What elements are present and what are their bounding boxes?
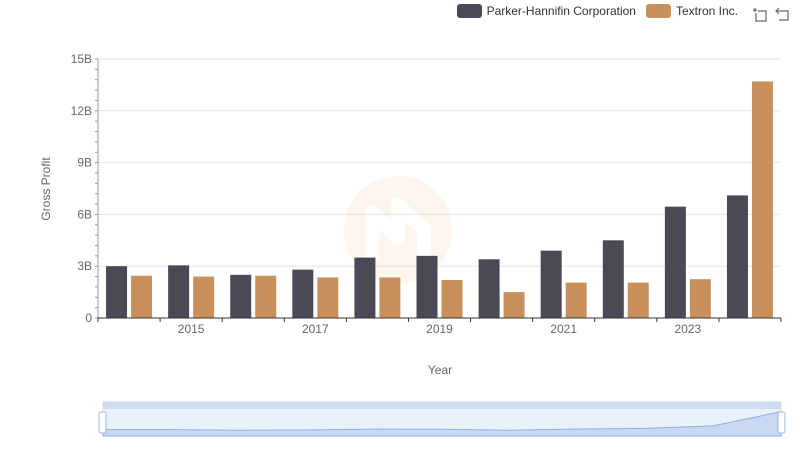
bar-parker-2021[interactable] <box>540 250 562 318</box>
bar-textron-2016[interactable] <box>255 275 277 318</box>
bar-textron-2024[interactable] <box>751 81 773 319</box>
data-zoom-left-handle[interactable] <box>98 411 107 434</box>
legend-swatch-parker <box>456 4 482 18</box>
bar-parker-2023[interactable] <box>664 206 686 318</box>
data-zoom-slider[interactable] <box>98 401 786 437</box>
bar-parker-2017[interactable] <box>292 269 314 318</box>
x-tick-label: 2021 <box>550 322 577 336</box>
data-zoom-right-handle[interactable] <box>777 411 786 434</box>
y-axis-label: Gross Profit <box>39 157 53 221</box>
bar-textron-2020[interactable] <box>503 292 525 318</box>
bar-parker-2022[interactable] <box>602 240 624 318</box>
y-tick-label: 9B <box>77 156 92 170</box>
bar-parker-2019[interactable] <box>416 255 438 318</box>
x-tick-label: 2019 <box>426 322 453 336</box>
legend-label-parker: Parker-Hannifin Corporation <box>486 4 636 18</box>
legend: Parker-Hannifin Corporation Textron Inc. <box>456 4 738 18</box>
data-zoom-move-handle[interactable] <box>103 402 781 409</box>
y-tick-label: 6B <box>77 207 92 221</box>
bar-textron-2014[interactable] <box>131 275 153 318</box>
restore-icon[interactable] <box>774 6 790 22</box>
bar-textron-2019[interactable] <box>441 280 463 318</box>
bar-parker-2024[interactable] <box>726 195 748 318</box>
y-tick-label: 3B <box>77 259 92 273</box>
legend-swatch-textron <box>645 4 671 18</box>
toolbox <box>752 6 790 22</box>
legend-item-parker-hannifin[interactable]: Parker-Hannifin Corporation <box>456 4 636 18</box>
bar-textron-2018[interactable] <box>379 277 401 318</box>
legend-item-textron[interactable]: Textron Inc. <box>645 4 738 18</box>
x-tick-label: 2017 <box>302 322 329 336</box>
x-tick-label: 2015 <box>178 322 205 336</box>
y-tick-label: 12B <box>71 104 92 118</box>
y-tick-label: 15B <box>71 52 92 66</box>
bar-parker-2020[interactable] <box>478 259 500 318</box>
bar-parker-2016[interactable] <box>230 274 252 318</box>
bar-textron-2023[interactable] <box>689 279 711 318</box>
bar-parker-2018[interactable] <box>354 257 376 318</box>
x-axis-label: Year <box>428 363 452 377</box>
y-tick-label: 0 <box>85 311 92 325</box>
x-tick-label: 2023 <box>675 322 702 336</box>
zoom-select-icon[interactable] <box>752 6 768 22</box>
bar-parker-2015[interactable] <box>168 265 190 318</box>
bar-textron-2015[interactable] <box>193 276 215 318</box>
bar-textron-2021[interactable] <box>565 282 587 318</box>
bar-parker-2014[interactable] <box>106 266 128 318</box>
bar-textron-2022[interactable] <box>627 282 649 318</box>
legend-label-textron: Textron Inc. <box>675 4 738 18</box>
bar-textron-2017[interactable] <box>317 277 339 318</box>
